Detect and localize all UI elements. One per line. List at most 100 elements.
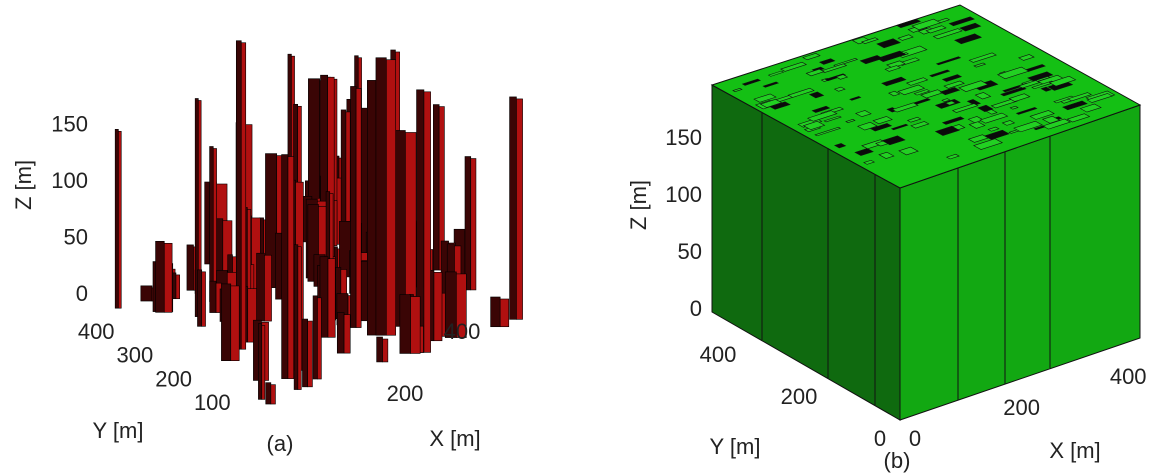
- roof-block: [861, 37, 879, 44]
- city-a: [114, 40, 523, 405]
- building-face: [175, 274, 180, 300]
- roof-block: [833, 57, 859, 67]
- roof-block: [911, 18, 942, 31]
- roof-block: [805, 68, 825, 77]
- building-face: [270, 384, 276, 405]
- roof-block: [973, 62, 987, 68]
- roof-block: [934, 125, 960, 136]
- roof-block: [767, 70, 785, 77]
- building-side: [265, 382, 272, 405]
- roof-block: [913, 89, 931, 96]
- building-side: [281, 154, 289, 379]
- roof-block: [876, 50, 907, 62]
- building-side: [155, 240, 165, 313]
- x-tick-label: 200: [1003, 395, 1040, 420]
- caption: (b): [884, 448, 911, 473]
- roof-block: [1066, 113, 1091, 123]
- roof-block: [959, 22, 982, 32]
- building-face: [212, 148, 217, 302]
- roof-block: [974, 92, 992, 100]
- roof-block: [732, 88, 743, 93]
- roof-block: [1018, 80, 1041, 89]
- roof-block: [935, 56, 962, 66]
- building-side: [186, 244, 194, 291]
- roof-block: [929, 69, 951, 78]
- building-side: [490, 296, 501, 328]
- building-face: [163, 242, 173, 313]
- building-side: [376, 336, 383, 363]
- building-face: [247, 288, 257, 343]
- building-side: [367, 80, 377, 336]
- building-face: [433, 272, 443, 342]
- building-face: [516, 98, 523, 320]
- building-side: [293, 244, 299, 390]
- roof-block: [1000, 86, 1027, 97]
- roof-block: [973, 138, 1004, 150]
- roof-block: [983, 129, 1010, 140]
- roof-block: [996, 66, 1030, 80]
- building-side: [509, 96, 517, 320]
- roof-block: [1067, 92, 1093, 102]
- building-side: [464, 156, 472, 291]
- y-tick-label: 200: [781, 384, 818, 409]
- roof-block: [808, 91, 825, 99]
- y-tick-label: 300: [117, 343, 154, 368]
- roof-block: [898, 146, 919, 156]
- roof-block: [887, 90, 901, 97]
- city-b: [710, 4, 1142, 421]
- x-tick-label: 400: [444, 319, 481, 344]
- roof-block: [958, 80, 989, 92]
- roof-block: [811, 105, 831, 113]
- roof-block: [977, 104, 994, 112]
- y-tick-label: 400: [78, 319, 115, 344]
- roof-block: [910, 121, 930, 129]
- roof-block: [932, 28, 963, 40]
- y-axis-label: Y [m]: [93, 418, 144, 443]
- building-side: [336, 312, 345, 354]
- roof-block: [941, 116, 965, 125]
- roof-block: [1062, 100, 1088, 111]
- building-side: [350, 86, 357, 328]
- building-face: [287, 156, 295, 379]
- x-axis-label: X [m]: [429, 426, 480, 451]
- roof-block: [968, 121, 986, 129]
- roof-block: [878, 151, 895, 159]
- roof-block: [854, 148, 874, 156]
- roof-block: [948, 16, 975, 27]
- building-face: [410, 296, 421, 354]
- z-tick-label: 150: [665, 125, 702, 150]
- building-face: [355, 88, 362, 328]
- building-side: [221, 283, 232, 362]
- x-tick-label: 400: [1110, 364, 1147, 389]
- roof-block: [925, 25, 947, 34]
- roof-block: [1008, 93, 1031, 102]
- roof-block: [859, 55, 884, 65]
- building-face: [470, 158, 477, 291]
- building-side: [375, 57, 387, 336]
- roof-block: [1079, 103, 1102, 113]
- roof-block: [806, 110, 838, 122]
- building-face: [499, 298, 510, 328]
- building-face: [201, 271, 206, 327]
- roof-block: [1027, 71, 1054, 82]
- roof-block: [833, 86, 846, 92]
- z-tick-label: 50: [64, 224, 88, 249]
- roof-block: [876, 38, 901, 49]
- building-side: [209, 280, 217, 313]
- x-axis-label: X [m]: [1049, 438, 1100, 463]
- building-face: [386, 59, 396, 336]
- roof-block: [855, 110, 872, 118]
- roof-block: [787, 87, 815, 98]
- y-axis-label: Y [m]: [710, 434, 761, 459]
- z-tick-label: 0: [690, 296, 702, 321]
- roof-block: [890, 123, 909, 131]
- roof-block: [905, 77, 929, 86]
- building-side: [258, 323, 263, 400]
- roof-block: [941, 74, 963, 82]
- roof-block: [762, 81, 780, 88]
- building-side: [197, 269, 203, 327]
- roof-block: [753, 93, 777, 103]
- roof-block: [990, 98, 1018, 109]
- roof-block: [872, 116, 893, 125]
